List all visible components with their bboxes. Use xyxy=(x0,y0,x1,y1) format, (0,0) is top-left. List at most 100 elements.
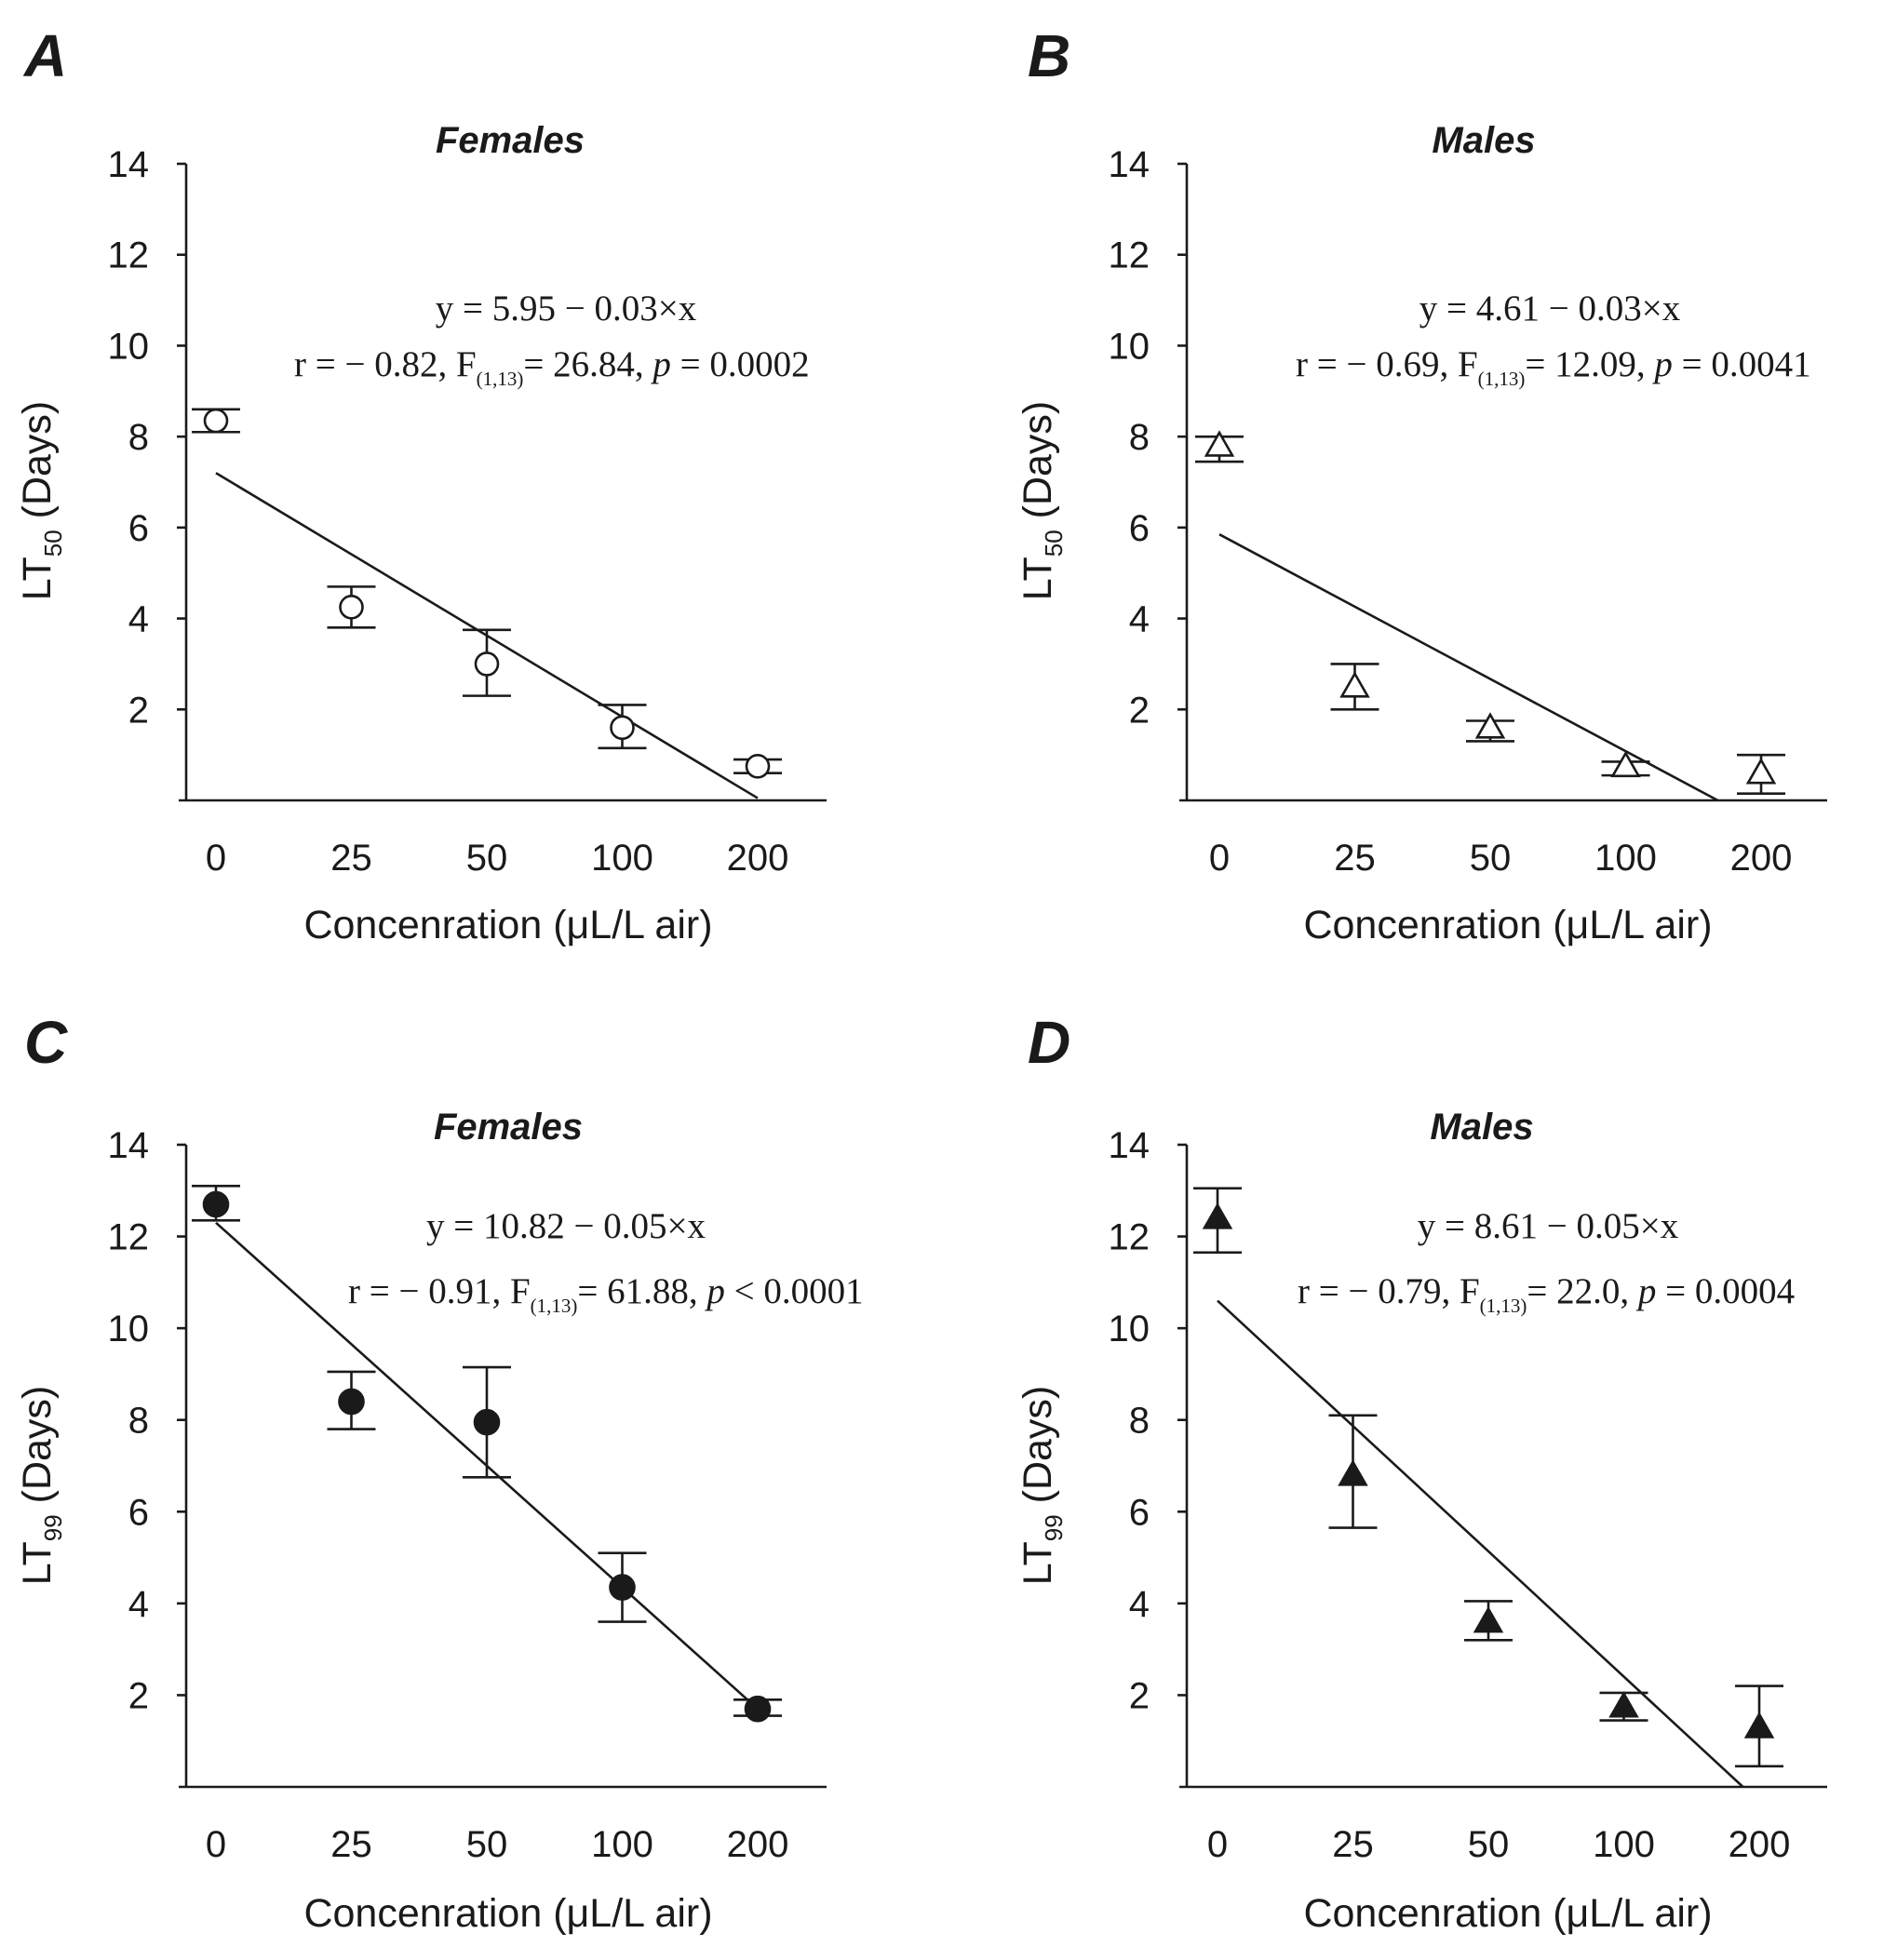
data-point xyxy=(1338,1459,1368,1486)
y-axis-label: LT99 (Days) xyxy=(15,1386,67,1585)
y-tick-label: 2 xyxy=(128,690,149,731)
stat-dof: (1,13) xyxy=(1480,1295,1527,1317)
y-tick-label: 8 xyxy=(128,417,149,458)
panel-d: D Males y = 8.61 − 0.05×x r = − 0.79, F(… xyxy=(1016,1009,1827,1936)
x-tick-label: 100 xyxy=(1594,838,1657,879)
y-tick-label: 10 xyxy=(1109,326,1150,367)
stat-r: r = − 0.91, F xyxy=(348,1271,531,1311)
regression-line xyxy=(1217,1299,1744,1788)
panel-b: B Males y = 4.61 − 0.03×x r = − 0.69, F(… xyxy=(1016,22,1827,947)
y-label-unit: (Days) xyxy=(15,401,60,530)
y-label-main: LT xyxy=(1016,557,1060,600)
x-axis-label: Concenration (μL/L air) xyxy=(303,1891,712,1936)
regression-line xyxy=(1218,533,1719,802)
y-tick-label: 4 xyxy=(128,1584,149,1625)
x-tick-label: 50 xyxy=(1468,1824,1510,1865)
y-tick-label: 8 xyxy=(128,1401,149,1442)
stat-p-label: p xyxy=(1651,344,1673,384)
stat-dof: (1,13) xyxy=(531,1295,578,1317)
panel-title: Females xyxy=(434,1107,583,1148)
data-point xyxy=(1339,671,1370,698)
x-tick-label: 0 xyxy=(1209,838,1230,879)
data-point xyxy=(744,1695,772,1723)
y-tick-label: 6 xyxy=(128,508,149,549)
y-axis-label: LT99 (Days) xyxy=(1016,1386,1068,1585)
stat-p-label: p xyxy=(1635,1271,1657,1311)
data-point xyxy=(1745,758,1777,785)
y-tick-label: 14 xyxy=(1109,144,1150,185)
y-tick-label: 2 xyxy=(1129,1675,1150,1716)
data-point xyxy=(474,651,500,677)
panel-letter: D xyxy=(1028,1009,1070,1076)
x-tick-label: 100 xyxy=(591,1824,653,1865)
data-point xyxy=(745,754,771,779)
y-label-unit: (Days) xyxy=(1016,1386,1060,1515)
data-point xyxy=(1204,430,1235,457)
y-tick-label: 10 xyxy=(108,326,150,367)
regression-equation: y = 10.82 − 0.05×x xyxy=(426,1206,706,1246)
y-label-main: LT xyxy=(15,1541,60,1585)
data-point xyxy=(473,1408,501,1436)
y-tick-label: 14 xyxy=(108,1125,150,1166)
y-tick-label: 6 xyxy=(1129,508,1150,549)
x-tick-label: 200 xyxy=(1730,838,1793,879)
x-tick-label: 50 xyxy=(1470,838,1512,879)
data-point xyxy=(1743,1712,1775,1738)
data-point xyxy=(1610,750,1641,778)
data-point xyxy=(202,1190,230,1218)
x-tick-label: 25 xyxy=(330,1824,372,1865)
y-axis-label: LT50 (Days) xyxy=(15,401,67,600)
y-label-sub: 50 xyxy=(39,530,67,557)
panel-c: C Females y = 10.82 − 0.05×x r = − 0.91,… xyxy=(15,1009,864,1936)
y-tick-label: 12 xyxy=(108,235,150,276)
stat-p: = 0.0002 xyxy=(671,344,810,384)
y-label-main: LT xyxy=(1016,1541,1060,1585)
y-label-unit: (Days) xyxy=(1016,401,1060,530)
stat-f: = 22.0, xyxy=(1527,1271,1638,1311)
y-tick-label: 8 xyxy=(1129,417,1150,458)
stat-dof: (1,13) xyxy=(1478,368,1526,390)
regression-equation: y = 5.95 − 0.03×x xyxy=(436,289,697,329)
data-point xyxy=(339,595,364,620)
data-point xyxy=(338,1388,365,1416)
panel-title: Males xyxy=(1430,1107,1533,1148)
x-tick-label: 100 xyxy=(1593,1824,1655,1865)
data-point xyxy=(1473,1605,1504,1633)
x-tick-label: 25 xyxy=(1332,1824,1374,1865)
stat-r: r = − 0.69, F xyxy=(1296,344,1478,384)
y-tick-label: 4 xyxy=(1129,599,1150,640)
y-label-unit: (Days) xyxy=(15,1386,60,1515)
y-tick-label: 14 xyxy=(108,144,150,185)
y-tick-label: 10 xyxy=(108,1309,150,1349)
stat-p: = 0.0041 xyxy=(1673,344,1811,384)
regression-statistics: r = − 0.79, F(1,13)= 22.0, p = 0.0004 xyxy=(1298,1271,1795,1317)
data-point xyxy=(1202,1202,1233,1229)
data-point xyxy=(609,1574,636,1601)
y-label-sub: 50 xyxy=(1040,530,1068,557)
data-point xyxy=(610,715,635,741)
x-tick-label: 0 xyxy=(206,838,226,879)
y-tick-label: 12 xyxy=(108,1217,150,1258)
x-axis-label: Concenration (μL/L air) xyxy=(303,903,712,947)
y-tick-label: 12 xyxy=(1109,1217,1150,1258)
y-tick-label: 12 xyxy=(1109,235,1150,276)
stat-dof: (1,13) xyxy=(477,368,524,390)
panel-title: Females xyxy=(436,120,585,161)
y-tick-label: 6 xyxy=(128,1492,149,1533)
panel-title: Males xyxy=(1432,120,1535,161)
y-tick-label: 8 xyxy=(1129,1401,1150,1442)
regression-statistics: r = − 0.82, F(1,13)= 26.84, p = 0.0002 xyxy=(294,344,810,390)
panel-letter: C xyxy=(24,1009,68,1076)
y-label-sub: 99 xyxy=(39,1514,67,1541)
x-tick-label: 200 xyxy=(727,838,789,879)
regression-equation: y = 8.61 − 0.05×x xyxy=(1418,1206,1679,1246)
x-tick-label: 25 xyxy=(1334,838,1376,879)
stat-p: = 0.0004 xyxy=(1656,1271,1795,1311)
x-tick-label: 50 xyxy=(466,1824,508,1865)
panel-letter: A xyxy=(22,22,67,89)
y-tick-label: 10 xyxy=(1109,1309,1150,1349)
y-label-main: LT xyxy=(15,557,60,600)
x-tick-label: 200 xyxy=(1729,1824,1791,1865)
x-tick-label: 200 xyxy=(727,1824,789,1865)
